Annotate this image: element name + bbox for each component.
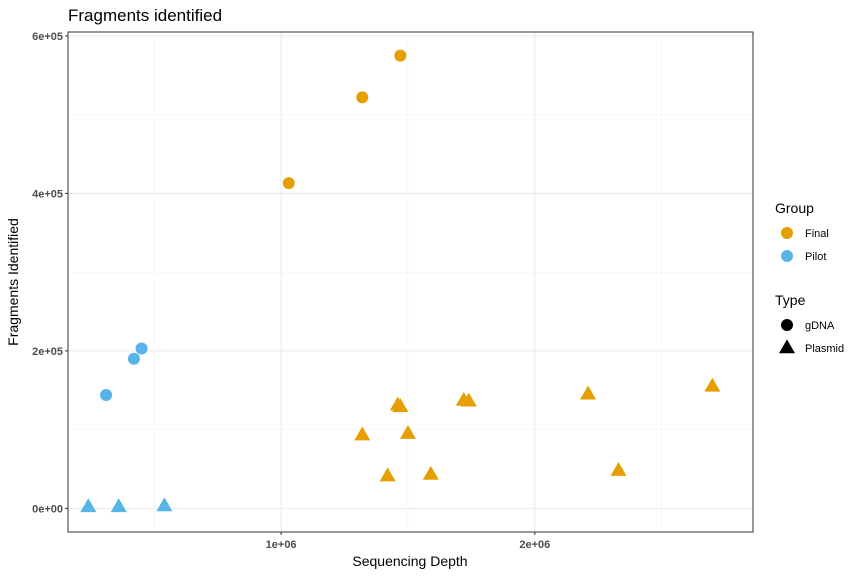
legend-label-final: Final [805,228,829,240]
point-pilot-gdna [100,388,113,401]
y-tick-label: 4e+05 [32,188,63,200]
point-pilot-plasmid [80,498,97,513]
point-pilot-gdna [127,352,140,365]
legend: Group Final Pilot Type gDNA Plasmid [775,200,844,355]
point-pilot-gdna [135,342,148,355]
legend-key-final [781,227,793,239]
x-axis-title: Sequencing Depth [352,553,467,569]
data-points [80,49,721,513]
point-final-plasmid [379,467,396,482]
legend-title-type: Type [775,292,806,308]
point-pilot-plasmid [156,497,173,512]
point-final-plasmid [392,398,409,413]
y-tick-label: 0e+00 [32,503,63,515]
plot-panel-border [67,31,754,533]
point-final-plasmid [422,465,439,480]
point-pilot-plasmid [110,498,127,513]
legend-key-gdna [781,319,793,331]
y-axis-title: Fragments Identified [5,218,21,346]
x-tick-label: 1e+06 [266,539,297,551]
point-final-plasmid [610,461,627,476]
legend-label-plasmid: Plasmid [805,343,844,355]
point-final-plasmid [460,392,477,407]
point-final-plasmid [704,377,721,392]
point-final-plasmid [399,424,416,439]
legend-key-plasmid [779,339,795,354]
point-final-gdna [282,177,295,190]
point-final-plasmid [354,426,371,441]
point-final-plasmid [580,385,597,400]
legend-label-pilot: Pilot [805,251,826,263]
x-tick-label: 2e+06 [519,539,550,551]
y-tick-label: 2e+05 [32,346,63,358]
chart-title: Fragments identified [68,6,222,25]
legend-title-group: Group [775,200,814,216]
axis-ticks: 0e+00 2e+05 4e+05 6e+05 1e+06 2e+06 [32,31,550,551]
legend-label-gdna: gDNA [805,320,835,332]
y-tick-label: 6e+05 [32,31,63,43]
legend-key-pilot [781,250,793,262]
point-final-gdna [356,91,369,104]
point-final-gdna [394,49,407,62]
grid-lines [68,32,753,532]
